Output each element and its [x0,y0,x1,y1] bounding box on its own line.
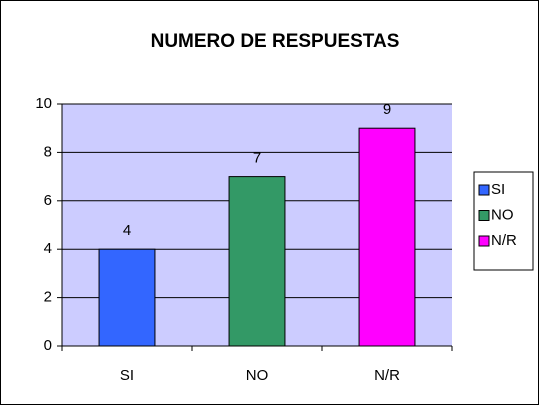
y-tick-label: 4 [44,240,52,257]
y-tick-label: 10 [35,95,52,112]
bar [358,127,416,347]
legend-swatch [478,184,490,196]
data-label: 7 [253,150,261,167]
y-tick-label: 2 [44,289,52,306]
y-tick-label: 6 [44,192,52,209]
data-label: 4 [123,222,131,239]
y-tick-label: 8 [44,143,52,160]
chart-title: NUMERO DE RESPUESTAS [151,31,400,52]
legend-label: NO [491,206,514,223]
legend-swatch [478,210,490,221]
x-tick-label: N/R [374,367,400,384]
legend-swatch [478,235,490,247]
bar [228,176,286,347]
legend-label: SI [491,181,505,198]
data-label: 9 [383,101,391,118]
x-tick-label: SI [120,367,134,384]
y-tick-label: 0 [44,337,52,354]
bar [98,248,156,347]
x-tick-label: NO [246,367,269,384]
legend-label: N/R [491,232,517,249]
